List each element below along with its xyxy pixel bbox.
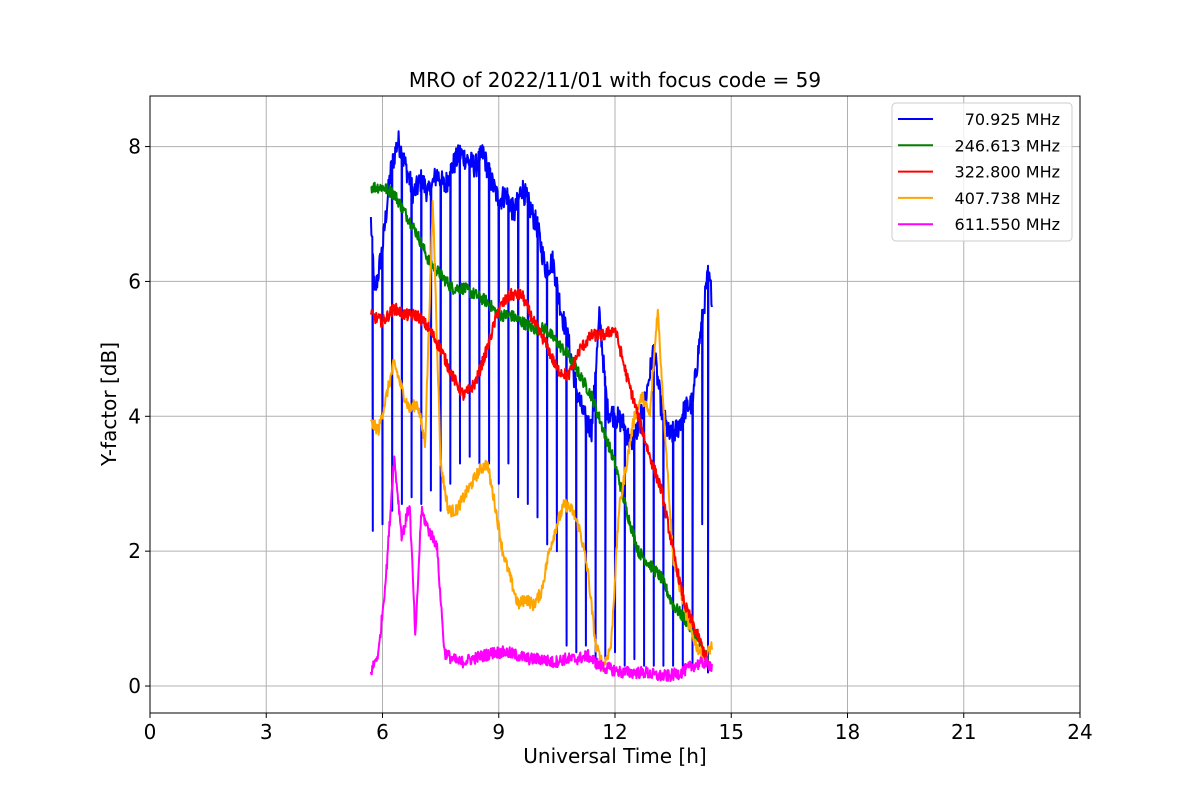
series-line-3 (369, 287, 713, 672)
y-tick-label: 6 (128, 269, 141, 293)
series-line-5 (369, 455, 713, 682)
x-tick-label: 0 (144, 720, 157, 744)
x-tick-label: 24 (1067, 720, 1092, 744)
x-tick-label: 21 (951, 720, 976, 744)
y-tick-label: 2 (128, 539, 141, 563)
legend: 70.925 MHz 246.613 MHz 322.800 MHz 407.738 … (891, 102, 1073, 242)
x-tick-label: 3 (260, 720, 273, 744)
y-tick-label: 4 (128, 404, 141, 428)
series-line-1 (369, 130, 713, 674)
x-tick-label: 18 (835, 720, 860, 744)
legend-label: 322.800 MHz (955, 163, 1060, 182)
legend-label: 246.613 MHz (955, 136, 1060, 155)
legend-label: 407.738 MHz (955, 189, 1060, 208)
x-tick-label: 9 (492, 720, 505, 744)
series-layer (369, 130, 713, 682)
x-axis-label: Universal Time [h] (523, 744, 706, 768)
legend-label: 70.925 MHz (965, 110, 1060, 129)
y-tick-label: 8 (128, 135, 141, 159)
legend-frame (891, 102, 1073, 242)
y-tick-label: 0 (128, 674, 141, 698)
x-tick-label: 12 (602, 720, 627, 744)
x-tick-label: 6 (376, 720, 389, 744)
y-axis-label: Y-factor [dB] (97, 342, 121, 467)
series-line-4 (370, 200, 713, 673)
chart-title: MRO of 2022/11/01 with focus code = 59 (409, 68, 821, 92)
x-tick-label: 15 (719, 720, 744, 744)
legend-label: 611.550 MHz (955, 215, 1060, 234)
